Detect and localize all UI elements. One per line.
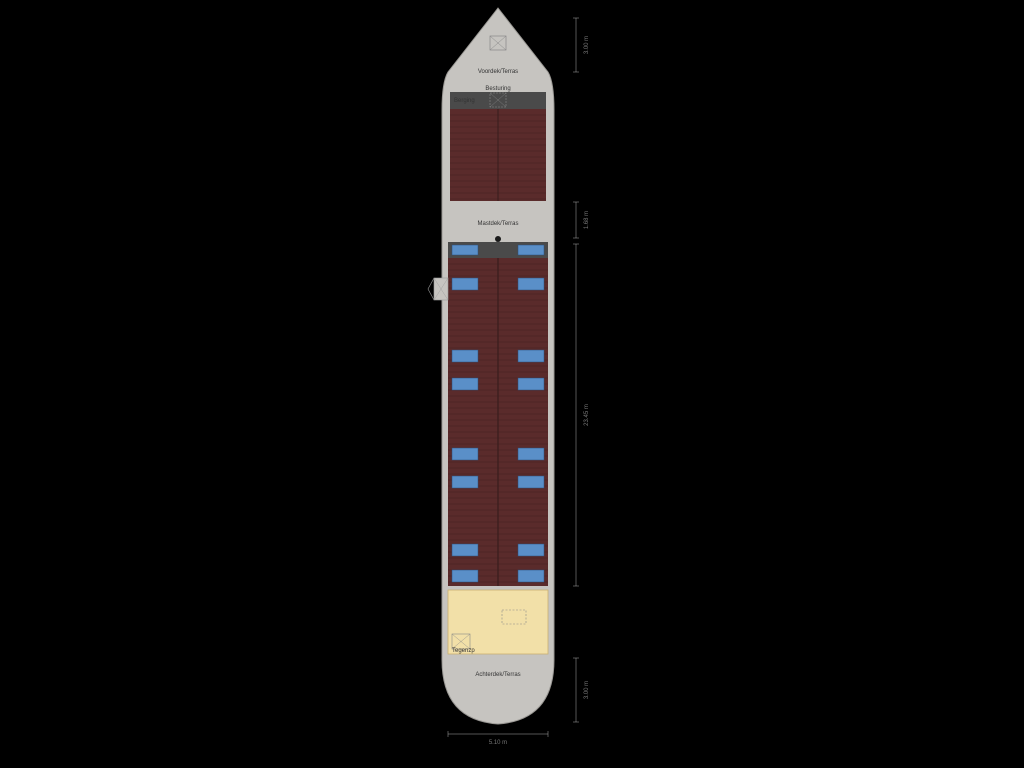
side-hatch xyxy=(428,278,448,300)
deck2-planking xyxy=(448,258,548,586)
skylight xyxy=(452,350,478,362)
topbar-skylight-right xyxy=(518,245,544,255)
berging-label: Berging xyxy=(454,98,475,104)
tegenzp-label: Tegenzp xyxy=(452,648,475,654)
skylight xyxy=(518,278,544,290)
skylight xyxy=(452,278,478,290)
achterdek-label: Achterdek/Terras xyxy=(475,672,520,678)
voordek-label: Voordek/Terras xyxy=(478,69,518,75)
dim-1: 3.00 m xyxy=(584,36,590,54)
ship-floorplan: Voordek/Terras Berging Besturing Mastdek… xyxy=(0,0,1024,768)
skylight xyxy=(518,350,544,362)
skylight xyxy=(518,476,544,488)
mastdek-label: Mastdek/Terras xyxy=(477,221,518,227)
skylight xyxy=(518,544,544,556)
besturing-label: Besturing xyxy=(485,86,510,92)
skylight xyxy=(452,544,478,556)
dim-4: 3.00 m xyxy=(584,681,590,699)
skylight xyxy=(452,570,478,582)
topbar-skylight-left xyxy=(452,245,478,255)
aft-cabin: Tegenzp xyxy=(448,590,548,654)
skylight xyxy=(452,378,478,390)
skylight xyxy=(452,476,478,488)
skylight xyxy=(452,448,478,460)
dim-3: 23.45 m xyxy=(584,404,590,426)
skylight xyxy=(518,448,544,460)
mast-dot xyxy=(495,236,501,242)
dim-5: 5.10 m xyxy=(489,740,507,746)
skylight xyxy=(518,570,544,582)
skylight xyxy=(518,378,544,390)
dim-2: 1.68 m xyxy=(584,211,590,229)
deck1-planking xyxy=(450,109,546,201)
